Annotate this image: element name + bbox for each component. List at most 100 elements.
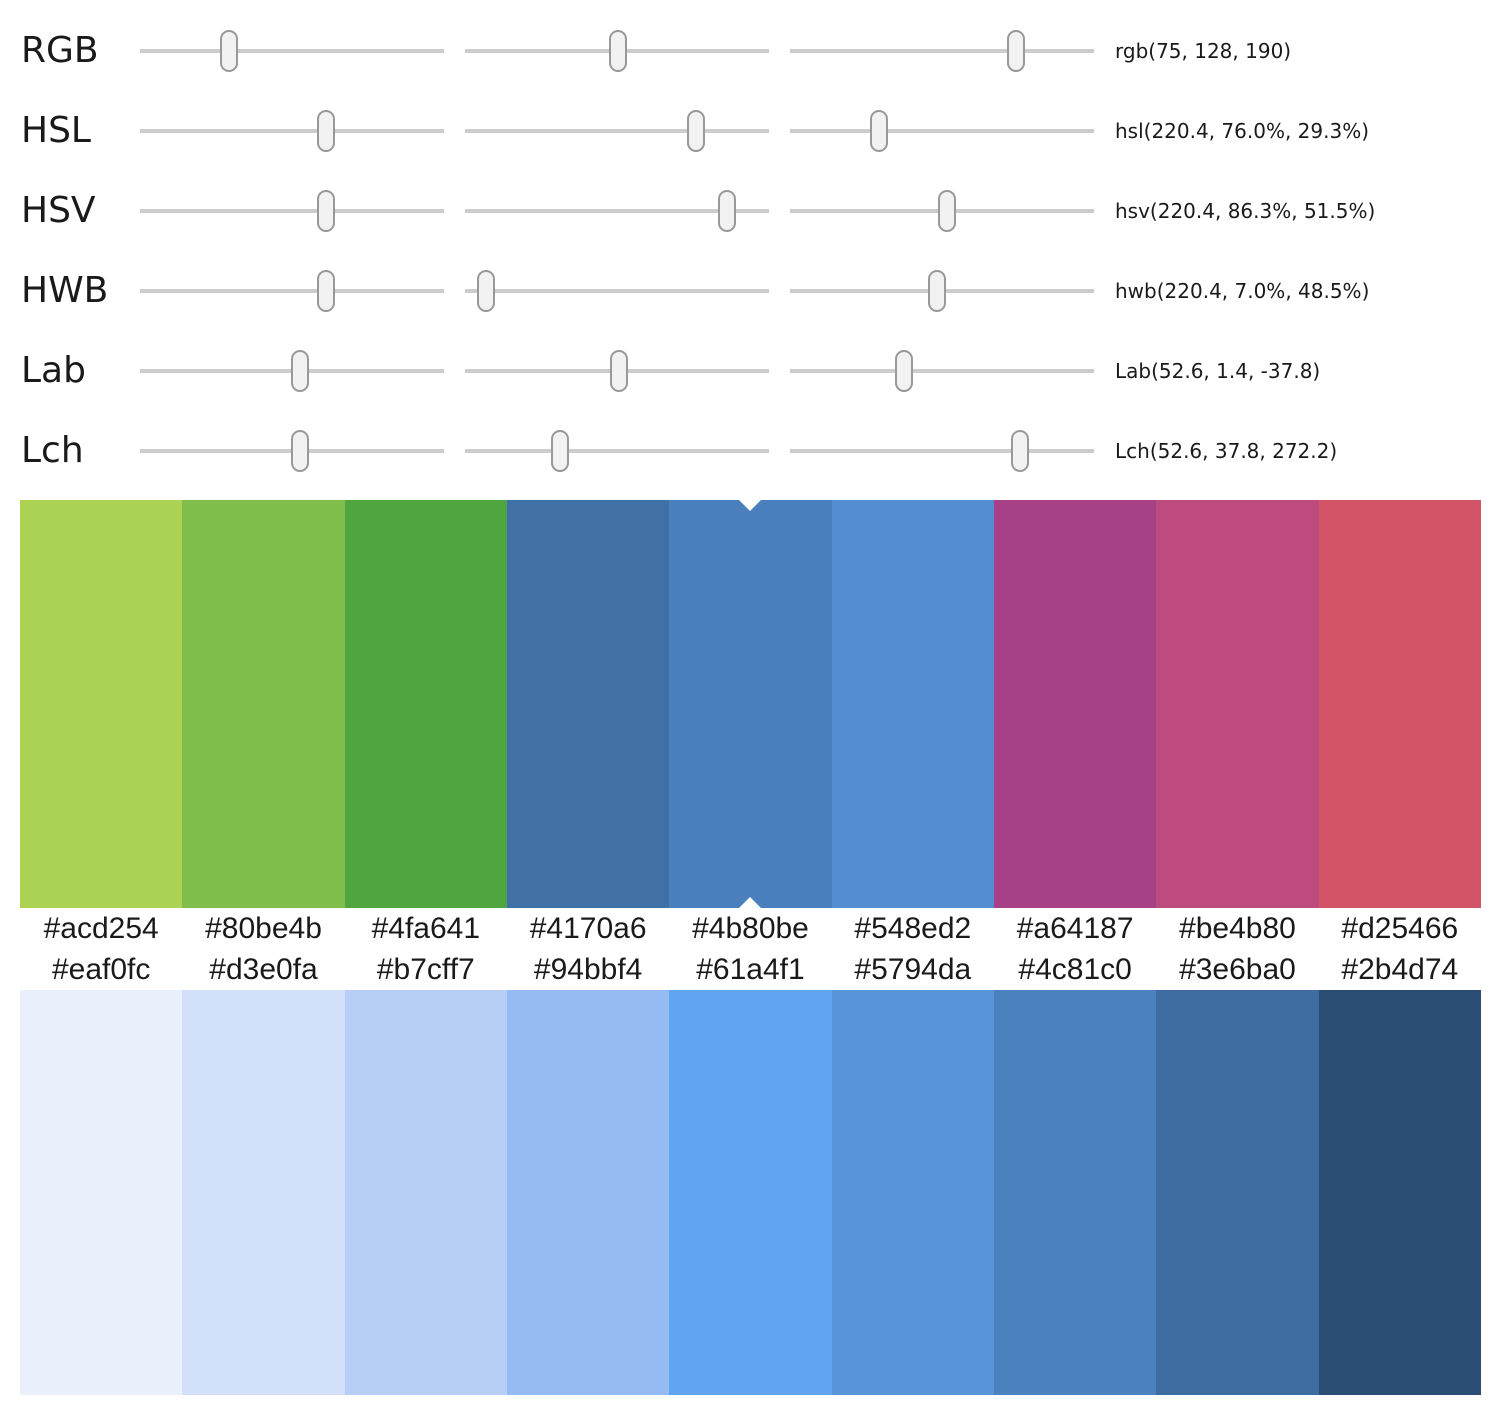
slider-hwb-h[interactable] — [140, 251, 444, 331]
palette-swatch[interactable] — [831, 500, 994, 908]
palette-swatch[interactable] — [20, 990, 183, 1395]
slider-rgb-b[interactable] — [790, 11, 1094, 91]
swatch-hex-label: #be4b80 — [1179, 911, 1296, 945]
slider-thumb[interactable] — [317, 190, 336, 232]
slider-lab-a[interactable] — [465, 331, 769, 411]
slider-thumb[interactable] — [477, 270, 496, 312]
swatch-hex-label: #61a4f1 — [696, 952, 805, 986]
swatch-hex-label: #3e6ba0 — [1179, 952, 1296, 986]
palette-swatch[interactable] — [1318, 500, 1481, 908]
slider-row-rgb: RGB rgb(75, 128, 190) — [21, 11, 1501, 91]
slider-track[interactable] — [790, 129, 1094, 133]
color-value-lch: Lch(52.6, 37.8, 272.2) — [1115, 439, 1338, 463]
palette-swatch[interactable] — [1156, 500, 1319, 908]
slider-row-hwb: HWB hwb(220.4, 7.0%, 48.5%) — [21, 251, 1501, 331]
swatch-hex-label: #eaf0fc — [51, 952, 151, 986]
slider-track[interactable] — [790, 369, 1094, 373]
slider-lab-l[interactable] — [140, 331, 444, 411]
hue-palette — [20, 500, 1481, 908]
slider-row-lab: Lab Lab(52.6, 1.4, -37.8) — [21, 331, 1501, 411]
slider-lch-h[interactable] — [790, 411, 1094, 491]
tint-shade-palette — [20, 990, 1481, 1395]
color-value-hwb: hwb(220.4, 7.0%, 48.5%) — [1115, 279, 1370, 303]
swatch-hex-label: #4fa641 — [371, 911, 481, 945]
color-value-rgb: rgb(75, 128, 190) — [1115, 39, 1292, 63]
palette-swatch[interactable] — [993, 500, 1157, 908]
slider-thumb[interactable] — [317, 110, 336, 152]
slider-thumb[interactable] — [870, 110, 889, 152]
palette-swatch[interactable] — [344, 500, 507, 908]
palette-swatch[interactable] — [831, 990, 994, 1395]
slider-row-lch: Lch Lch(52.6, 37.8, 272.2) — [21, 411, 1501, 491]
colorspace-label-lab: Lab — [21, 350, 86, 391]
slider-hsv-s[interactable] — [465, 171, 769, 251]
slider-row-hsl: HSL hsl(220.4, 76.0%, 29.3%) — [21, 91, 1501, 171]
slider-track[interactable] — [465, 449, 769, 453]
palette-swatch[interactable] — [344, 990, 507, 1395]
slider-track[interactable] — [140, 129, 444, 133]
slider-thumb[interactable] — [290, 350, 309, 392]
colorspace-label-hwb: HWB — [21, 270, 109, 311]
slider-thumb[interactable] — [894, 350, 913, 392]
swatch-hex-label: #4170a6 — [529, 911, 647, 945]
swatch-hex-label: #94bbf4 — [533, 952, 643, 986]
slider-track[interactable] — [140, 49, 444, 53]
slider-hsl-s[interactable] — [465, 91, 769, 171]
color-value-hsl: hsl(220.4, 76.0%, 29.3%) — [1115, 119, 1370, 143]
slider-track[interactable] — [140, 209, 444, 213]
swatch-hex-label: #d25466 — [1341, 911, 1459, 945]
slider-thumb[interactable] — [608, 30, 627, 72]
swatch-hex-label: #80be4b — [205, 911, 322, 945]
slider-lch-l[interactable] — [140, 411, 444, 491]
palette-swatch[interactable] — [993, 990, 1157, 1395]
slider-thumb[interactable] — [317, 270, 336, 312]
slider-rgb-r[interactable] — [140, 11, 444, 91]
slider-track[interactable] — [465, 129, 769, 133]
slider-rgb-g[interactable] — [465, 11, 769, 91]
slider-thumb[interactable] — [687, 110, 706, 152]
swatch-hex-label: #5794da — [854, 952, 972, 986]
slider-thumb[interactable] — [1010, 430, 1029, 472]
swatch-hex-label: #4b80be — [692, 911, 809, 945]
slider-track[interactable] — [790, 49, 1094, 53]
palette-swatch-selected[interactable] — [669, 500, 832, 908]
slider-thumb[interactable] — [928, 270, 947, 312]
slider-thumb[interactable] — [1007, 30, 1026, 72]
slider-hsl-h[interactable] — [140, 91, 444, 171]
palette-swatch[interactable] — [506, 990, 670, 1395]
colorspace-label-hsv: HSV — [21, 190, 96, 231]
slider-lab-b[interactable] — [790, 331, 1094, 411]
color-value-hsv: hsv(220.4, 86.3%, 51.5%) — [1115, 199, 1376, 223]
slider-hsv-h[interactable] — [140, 171, 444, 251]
slider-thumb[interactable] — [290, 430, 309, 472]
colorspace-label-lch: Lch — [21, 430, 84, 471]
slider-thumb[interactable] — [220, 30, 239, 72]
swatch-hex-label: #548ed2 — [854, 911, 972, 945]
color-value-lab: Lab(52.6, 1.4, -37.8) — [1115, 359, 1321, 383]
slider-hsl-l[interactable] — [790, 91, 1094, 171]
palette-swatch[interactable] — [669, 990, 832, 1395]
slider-lch-c[interactable] — [465, 411, 769, 491]
tint-shade-palette-hex-labels: #eaf0fc #d3e0fa #b7cff7 #94bbf4 #61a4f1 … — [20, 949, 1481, 990]
slider-track[interactable] — [790, 449, 1094, 453]
slider-track[interactable] — [465, 209, 769, 213]
slider-thumb[interactable] — [609, 350, 628, 392]
palette-swatch[interactable] — [506, 500, 670, 908]
slider-hwb-b[interactable] — [790, 251, 1094, 331]
swatch-hex-label: #4c81c0 — [1018, 952, 1132, 986]
palette-swatch[interactable] — [20, 500, 183, 908]
hue-palette-hex-labels: #acd254 #80be4b #4fa641 #4170a6 #4b80be … — [20, 908, 1481, 949]
slider-track[interactable] — [465, 289, 769, 293]
palette-swatch[interactable] — [1318, 990, 1481, 1395]
palette-swatch[interactable] — [182, 500, 345, 908]
swatch-hex-label: #a64187 — [1016, 911, 1134, 945]
slider-track[interactable] — [140, 289, 444, 293]
slider-thumb[interactable] — [937, 190, 956, 232]
slider-thumb[interactable] — [718, 190, 737, 232]
slider-row-hsv: HSV hsv(220.4, 86.3%, 51.5%) — [21, 171, 1501, 251]
palette-swatch[interactable] — [1156, 990, 1319, 1395]
palette-swatch[interactable] — [182, 990, 345, 1395]
slider-thumb[interactable] — [551, 430, 570, 472]
slider-hsv-v[interactable] — [790, 171, 1094, 251]
slider-hwb-w[interactable] — [465, 251, 769, 331]
